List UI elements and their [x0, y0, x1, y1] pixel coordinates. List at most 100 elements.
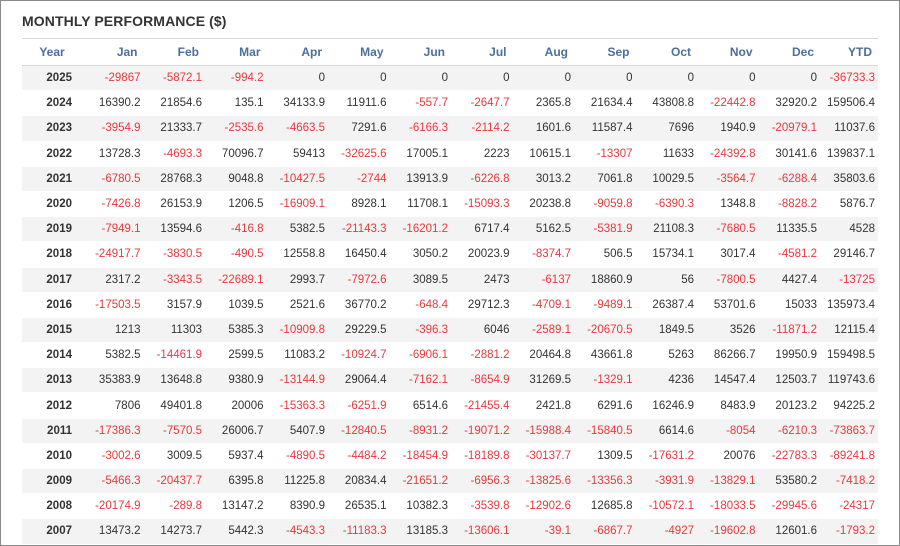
- panel-title: MONTHLY PERFORMANCE ($): [22, 13, 227, 29]
- month-value-cell: -7570.5: [143, 418, 205, 444]
- month-value-cell: 19950.9: [758, 342, 820, 369]
- month-value-cell: -2744: [328, 166, 390, 192]
- month-value-cell: 2993.7: [266, 267, 328, 293]
- month-value-cell: 26153.9: [143, 191, 205, 218]
- month-value-cell: 29712.3: [451, 292, 513, 318]
- ytd-cell: 159506.4: [820, 90, 878, 117]
- month-value-cell: -3564.7: [697, 166, 759, 192]
- year-cell: 2021: [22, 166, 82, 192]
- month-value-cell: -18189.8: [451, 443, 513, 470]
- month-value-cell: 20123.2: [758, 392, 820, 419]
- table-row: 2018 -24917.7 -3830.5 -490.5 12558.8 16450.4 3…: [22, 241, 878, 268]
- year-cell: 2008: [22, 493, 82, 520]
- month-value-cell: 3089.5: [389, 267, 451, 293]
- month-value-cell: 26387.4: [635, 292, 697, 318]
- month-value-cell: -7426.8: [82, 191, 144, 218]
- year-cell: 2011: [22, 418, 82, 444]
- month-value-cell: -15840.5: [574, 418, 636, 444]
- table-row: 2024 16390.2 21854.6 135.1 34133.9 11911.6 -55…: [22, 90, 878, 117]
- month-value-cell: 5442.3: [205, 518, 267, 545]
- month-value-cell: -19071.2: [451, 418, 513, 444]
- month-value-cell: -15093.3: [451, 191, 513, 218]
- month-value-cell: 10029.5: [635, 166, 697, 192]
- month-value-cell: -4581.2: [758, 241, 820, 268]
- month-value-cell: 1849.5: [635, 317, 697, 344]
- year-cell: 2024: [22, 90, 82, 117]
- month-value-cell: 12503.7: [758, 367, 820, 394]
- month-value-cell: -5381.9: [574, 216, 636, 243]
- month-value-cell: -4709.1: [512, 292, 574, 318]
- month-value-cell: 43808.8: [635, 90, 697, 117]
- month-value-cell: 12685.8: [574, 493, 636, 520]
- month-value-cell: 7061.8: [574, 166, 636, 192]
- month-value-cell: 5382.5: [82, 342, 144, 369]
- month-value-cell: 13185.3: [389, 518, 451, 545]
- month-value-cell: 5937.4: [205, 443, 267, 470]
- month-value-cell: -13825.6: [512, 468, 574, 495]
- month-value-cell: 26535.1: [328, 493, 390, 520]
- month-value-cell: -2114.2: [451, 115, 513, 142]
- month-value-cell: -8654.9: [451, 367, 513, 394]
- month-value-cell: 13913.9: [389, 166, 451, 192]
- monthly-performance-table: Year Jan Feb Mar Apr May Jun Jul Aug Sep Oct Nov Dec…: [22, 38, 878, 545]
- month-value-cell: 8390.9: [266, 493, 328, 520]
- month-value-cell: 11708.1: [389, 191, 451, 218]
- year-cell: 2017: [22, 267, 82, 293]
- table-row: 2017 2317.2 -3343.5 -22689.1 2993.7 -7972.6 30…: [22, 267, 878, 293]
- year-cell: 2020: [22, 191, 82, 218]
- month-value-cell: 29229.5: [328, 317, 390, 344]
- ytd-cell: -7418.2: [820, 468, 878, 495]
- column-header-jul: Jul: [451, 38, 513, 66]
- month-value-cell: 11335.5: [758, 216, 820, 243]
- month-value-cell: 13648.8: [143, 367, 205, 394]
- month-value-cell: -1329.1: [574, 367, 636, 394]
- month-value-cell: 1213: [82, 317, 144, 344]
- month-value-cell: 11303: [143, 317, 205, 344]
- month-value-cell: 53580.2: [758, 468, 820, 495]
- table-row: 2025 -29867 -5872.1 -994.2 0 0 0 0 0 0 0 0 0 -36733.3: [22, 65, 878, 92]
- year-cell: 2009: [22, 468, 82, 495]
- month-value-cell: 10382.3: [389, 493, 451, 520]
- month-value-cell: -13829.1: [697, 468, 759, 495]
- month-value-cell: 506.5: [574, 241, 636, 268]
- column-header-oct: Oct: [635, 38, 697, 66]
- ytd-cell: -13725: [820, 267, 878, 293]
- year-cell: 2012: [22, 392, 82, 419]
- month-value-cell: 16450.4: [328, 241, 390, 268]
- month-value-cell: -16909.1: [266, 191, 328, 218]
- month-value-cell: 1309.5: [574, 443, 636, 470]
- month-value-cell: -29867: [82, 65, 144, 92]
- month-value-cell: -5872.1: [143, 65, 205, 92]
- ytd-cell: 139837.1: [820, 141, 878, 167]
- ytd-cell: 12115.4: [820, 317, 878, 344]
- table-row: 2016 -17503.5 3157.9 1039.5 2521.6 36770.2 -64…: [22, 292, 878, 318]
- year-cell: 2023: [22, 115, 82, 142]
- ytd-cell: 135973.4: [820, 292, 878, 318]
- table-row: 2012 7806 49401.8 20006 -15363.3 -6251.9 6514.…: [22, 392, 878, 419]
- month-value-cell: 15033: [758, 292, 820, 318]
- month-value-cell: 0: [758, 65, 820, 92]
- month-value-cell: 13473.2: [82, 518, 144, 545]
- month-value-cell: 2473: [451, 267, 513, 293]
- column-header-mar: Mar: [205, 38, 267, 66]
- month-value-cell: -7800.5: [697, 267, 759, 293]
- month-value-cell: 5263: [635, 342, 697, 369]
- table-header-row: Year Jan Feb Mar Apr May Jun Jul Aug Sep Oct Nov Dec…: [22, 38, 878, 66]
- month-value-cell: -2881.2: [451, 342, 513, 369]
- month-value-cell: -4663.5: [266, 115, 328, 142]
- month-value-cell: 21333.7: [143, 115, 205, 142]
- month-value-cell: -14461.9: [143, 342, 205, 369]
- month-value-cell: 20238.8: [512, 191, 574, 218]
- table-row: 2022 13728.3 -4693.3 70096.7 59413 -32625.6 17…: [22, 141, 878, 167]
- month-value-cell: -2589.1: [512, 317, 574, 344]
- month-value-cell: -7162.1: [389, 367, 451, 394]
- month-value-cell: -17503.5: [82, 292, 144, 318]
- month-value-cell: 6614.6: [635, 418, 697, 444]
- month-value-cell: -2647.7: [451, 90, 513, 117]
- month-value-cell: -8828.2: [758, 191, 820, 218]
- ytd-cell: -24317: [820, 493, 878, 520]
- month-value-cell: -20437.7: [143, 468, 205, 495]
- month-value-cell: 5385.3: [205, 317, 267, 344]
- month-value-cell: 8483.9: [697, 392, 759, 419]
